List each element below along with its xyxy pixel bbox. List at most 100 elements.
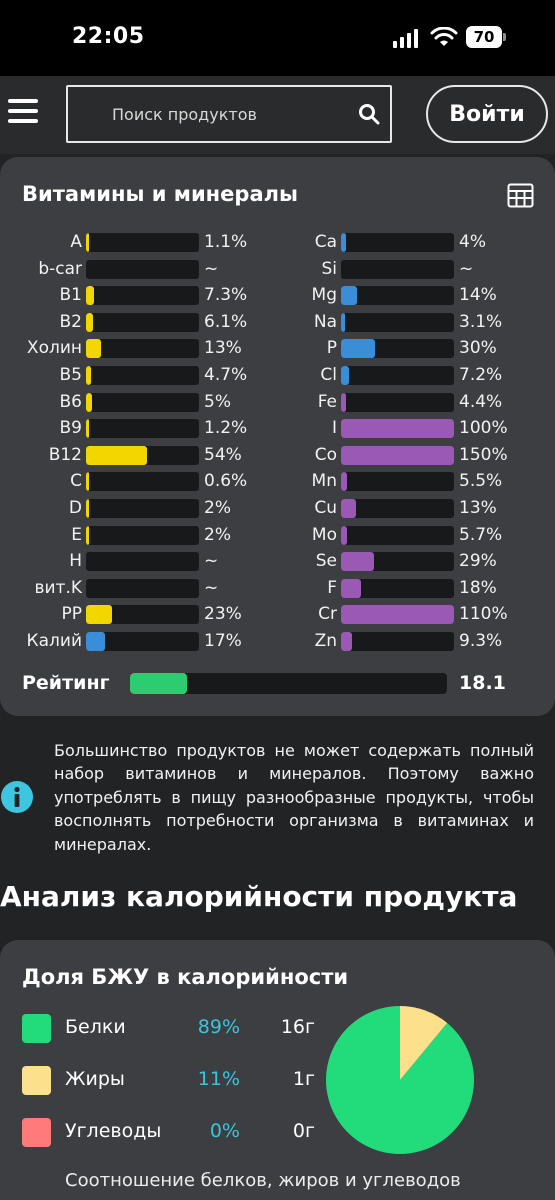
nutrient-bar-fill xyxy=(86,286,95,305)
nutrient-value: 5.5% xyxy=(459,471,503,491)
analysis-title: Анализ калорийности продукта xyxy=(0,880,518,913)
nutrient-bar-fill xyxy=(341,605,454,624)
nutrient-row: Mn 5.5% xyxy=(0,470,555,492)
nutrient-value: 18% xyxy=(459,578,497,598)
nutrient-row: B12 54% xyxy=(0,444,555,466)
rating-label: Рейтинг xyxy=(22,672,110,694)
rating-bar-fill xyxy=(130,673,188,694)
search-input[interactable] xyxy=(112,101,342,127)
nutrient-label: B5 xyxy=(59,365,82,385)
nutrient-bar-fill xyxy=(86,632,106,651)
nutrient-bar xyxy=(341,472,454,491)
login-button[interactable]: Войти xyxy=(426,85,548,143)
nutrient-value: 29% xyxy=(459,551,497,571)
nutrient-row: P 30% xyxy=(0,337,555,359)
nutrient-bar-fill xyxy=(86,393,92,412)
nutrient-bar xyxy=(86,579,199,598)
bju-caption: Соотношение белков, жиров и углеводов xyxy=(65,1170,461,1191)
nutrient-label: Холин xyxy=(26,338,82,358)
status-time: 22:05 xyxy=(72,24,145,49)
nutrient-bar xyxy=(341,446,454,465)
nutrient-bar-fill xyxy=(341,393,346,412)
nutrient-bar xyxy=(86,446,199,465)
nutrient-label: Ca xyxy=(314,232,337,252)
nutrient-bar-fill xyxy=(341,313,345,332)
legend-swatch xyxy=(22,1118,51,1147)
nutrient-value: 100% xyxy=(459,418,508,438)
nutrient-label: B2 xyxy=(59,312,82,332)
nutrient-label: Cr xyxy=(318,604,337,624)
nutrient-bar-fill xyxy=(86,339,101,358)
nutrient-bar-fill xyxy=(341,499,356,518)
nutrient-bar-fill xyxy=(341,366,350,385)
nutrient-bar-fill xyxy=(86,366,92,385)
nutrient-value: 2% xyxy=(204,525,231,545)
nutrient-value: ~ xyxy=(204,259,219,279)
legend-swatch xyxy=(22,1066,51,1095)
nutrient-row: C 0.6% xyxy=(0,470,555,492)
table-icon[interactable] xyxy=(507,183,534,208)
nutrient-label: Mo xyxy=(311,525,337,545)
wifi-icon xyxy=(430,27,458,46)
signal-icon xyxy=(393,29,418,48)
nutrient-row: Калий 17% xyxy=(0,630,555,652)
nutrient-row: Ca 4% xyxy=(0,231,555,253)
nutrient-row: Mo 5.7% xyxy=(0,524,555,546)
nutrient-row: B5 4.7% xyxy=(0,364,555,386)
nutrient-label: I xyxy=(331,418,337,438)
nutrient-row: B1 7.3% xyxy=(0,284,555,306)
nutrient-value: 13% xyxy=(204,338,242,358)
nutrient-row: b-car ~ xyxy=(0,258,555,280)
nutrient-bar-fill xyxy=(86,605,112,624)
nutrient-bar xyxy=(86,472,199,491)
nutrient-row: PP 23% xyxy=(0,603,555,625)
nutrient-row: Cl 7.2% xyxy=(0,364,555,386)
nutrient-row: Se 29% xyxy=(0,550,555,572)
nutrient-value: ~ xyxy=(204,578,219,598)
nutrient-bar-fill xyxy=(86,499,89,518)
nutrient-bar-fill xyxy=(86,313,93,332)
nutrient-bar xyxy=(341,233,454,252)
nutrient-value: 3.1% xyxy=(459,312,503,332)
legend-grams: 1г xyxy=(292,1068,315,1090)
nutrient-label: C xyxy=(70,471,82,491)
nutrient-label: вит.K xyxy=(34,578,82,598)
nutrient-value: 54% xyxy=(204,445,242,465)
hamburger-menu-icon[interactable] xyxy=(8,99,38,127)
legend-swatch xyxy=(22,1014,51,1043)
nutrient-value: 4% xyxy=(459,232,486,252)
nutrient-value: 1.2% xyxy=(204,418,248,438)
nutrient-label: Na xyxy=(313,312,337,332)
nutrient-value: 7.2% xyxy=(459,365,503,385)
nutrient-row: I 100% xyxy=(0,417,555,439)
nutrient-bar-fill xyxy=(86,233,89,252)
search-icon[interactable] xyxy=(358,103,380,125)
nutrient-bar xyxy=(341,393,454,412)
nutrient-value: 5% xyxy=(204,392,231,412)
info-icon xyxy=(1,781,33,813)
legend-name: Жиры xyxy=(65,1068,125,1090)
nutrient-bar xyxy=(86,499,199,518)
nutrient-bar xyxy=(86,286,199,305)
nutrient-label: b-car xyxy=(38,259,82,279)
status-bar: 22:05 70 xyxy=(0,0,555,76)
nutrient-bar xyxy=(86,393,199,412)
legend-percent: 11% xyxy=(197,1068,240,1090)
nutrient-value: 30% xyxy=(459,338,497,358)
nutrient-bar xyxy=(341,499,454,518)
nutrient-bar xyxy=(86,260,199,279)
nutrient-bar-fill xyxy=(341,552,374,571)
nutrient-label: A xyxy=(70,232,82,252)
nutrient-bar-fill xyxy=(341,339,375,358)
nutrient-value: 14% xyxy=(459,285,497,305)
legend-name: Белки xyxy=(65,1016,126,1038)
nutrient-label: Mg xyxy=(311,285,337,305)
nutrient-row: D 2% xyxy=(0,497,555,519)
nutrient-bar-fill xyxy=(86,419,89,438)
nutrient-bar-fill xyxy=(341,233,346,252)
nutrient-row: Cr 110% xyxy=(0,603,555,625)
nutrient-label: Si xyxy=(321,259,337,279)
nutrient-row: Na 3.1% xyxy=(0,311,555,333)
nutrient-value: 23% xyxy=(204,604,242,624)
nutrient-bar xyxy=(341,339,454,358)
